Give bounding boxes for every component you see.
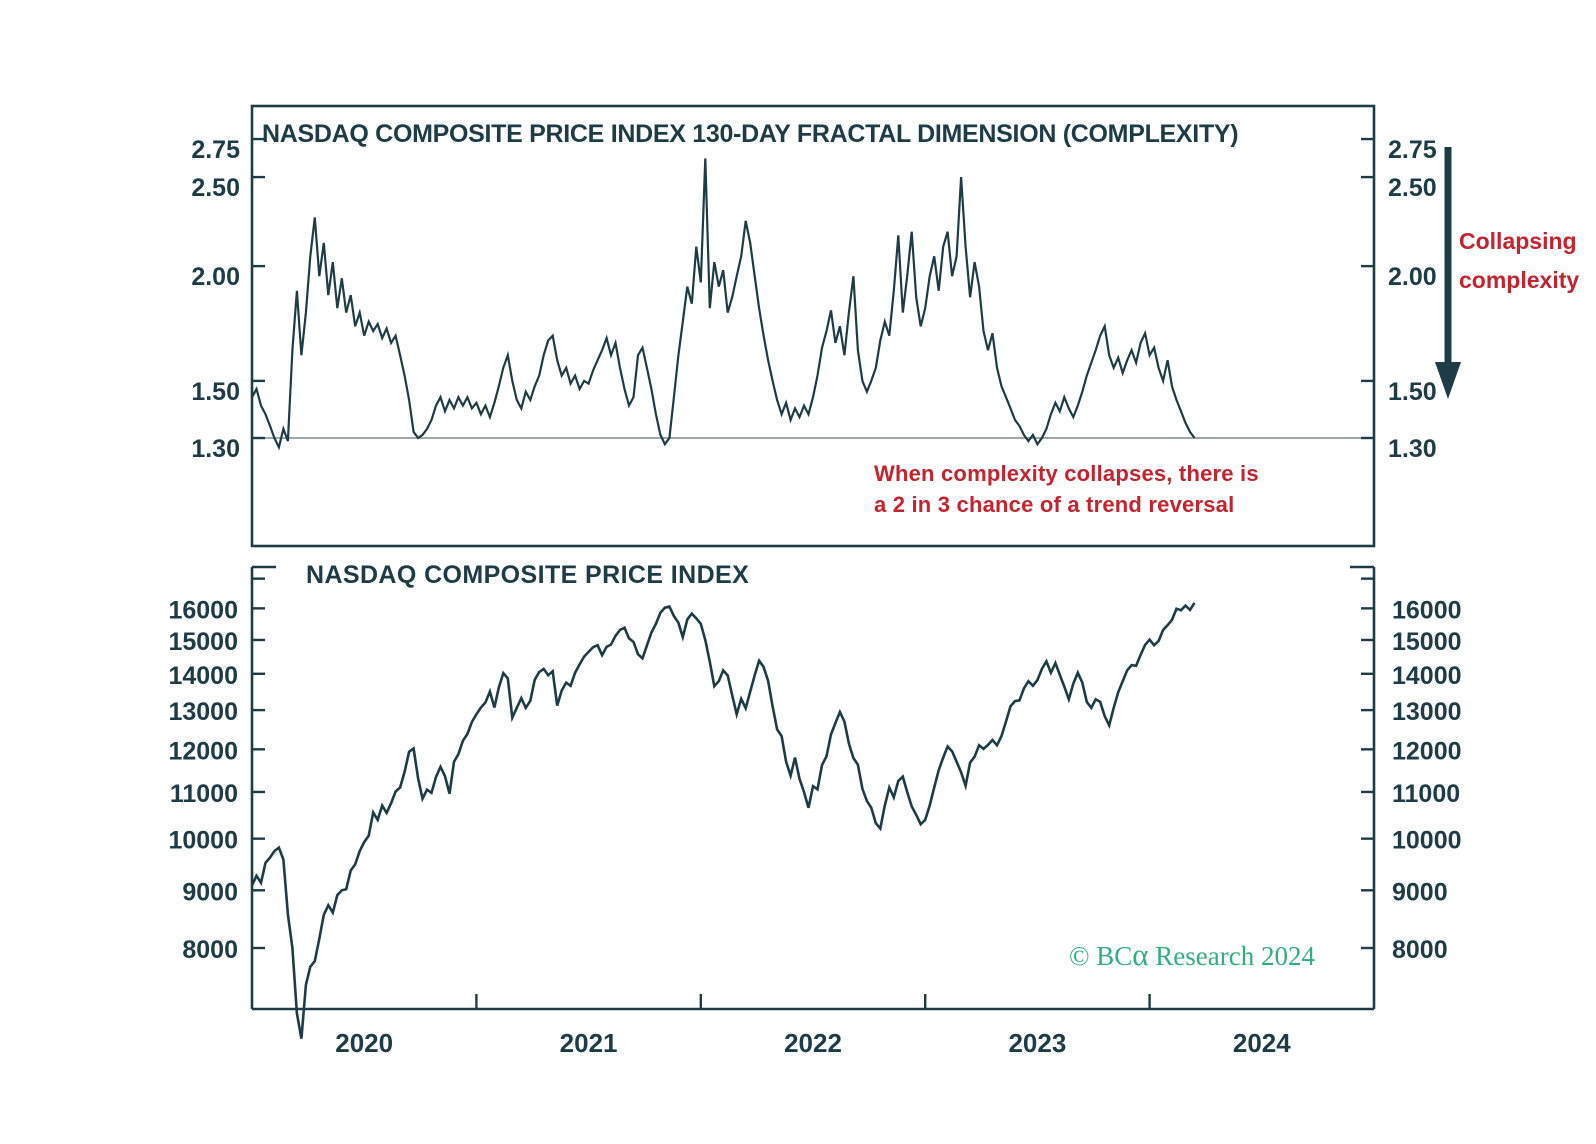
price-series-line <box>250 602 1196 1039</box>
top-chart-title: NASDAQ COMPOSITE PRICE INDEX 130-DAY FRA… <box>262 120 1239 148</box>
down-arrow-icon <box>1435 362 1461 399</box>
top-right-tick-label: 2.50 <box>1388 174 1437 202</box>
top-left-tick-label: 2.00 <box>191 263 240 291</box>
year-label: 2020 <box>335 1028 393 1058</box>
bottom-left-tick-label: 8000 <box>182 936 238 964</box>
top-right-tick-label: 2.00 <box>1388 263 1437 291</box>
credit-suffix: Research 2024 <box>1148 941 1315 971</box>
bottom-right-tick-label: 13000 <box>1392 698 1462 726</box>
bottom-left-tick-label: 10000 <box>168 827 238 855</box>
bottom-left-tick-label: 16000 <box>168 596 238 624</box>
bottom-right-tick-label: 16000 <box>1392 596 1462 624</box>
credit-prefix: © BC <box>1069 941 1133 971</box>
year-label: 2022 <box>784 1028 842 1058</box>
year-label: 2023 <box>1008 1028 1066 1058</box>
top-chart-frame <box>250 104 1376 548</box>
trend-reversal-note: When complexity collapses, there is a 2 … <box>874 458 1259 520</box>
complexity-series-line <box>251 158 1196 451</box>
bottom-right-tick-label: 8000 <box>1392 936 1448 964</box>
collapsing-complexity-annotation: Collapsing complexity <box>1459 222 1579 300</box>
top-left-tick-label: 2.50 <box>191 174 240 202</box>
bottom-left-tick-label: 9000 <box>182 878 238 906</box>
collapsing-complexity-line1: Collapsing <box>1459 228 1577 254</box>
top-right-tick-label: 2.75 <box>1388 136 1437 164</box>
bottom-right-tick-label: 15000 <box>1392 628 1462 656</box>
bottom-right-tick-label: 14000 <box>1392 662 1462 690</box>
bottom-chart-title: NASDAQ COMPOSITE PRICE INDEX <box>306 561 750 589</box>
credit-alpha-glyph: α <box>1132 937 1149 972</box>
top-left-tick-label: 1.50 <box>191 378 240 406</box>
bottom-right-tick-label: 11000 <box>1392 780 1460 808</box>
bottom-right-tick-label: 12000 <box>1392 737 1462 765</box>
trend-reversal-note-line1: When complexity collapses, there is <box>874 461 1259 486</box>
top-left-tick-label: 1.30 <box>191 435 240 463</box>
bottom-left-tick-label: 12000 <box>168 737 238 765</box>
bca-research-credit: © BCα Research 2024 <box>1069 939 1315 972</box>
bottom-left-tick-label: 14000 <box>168 662 238 690</box>
year-label: 2024 <box>1233 1028 1291 1058</box>
trend-reversal-note-line2: a 2 in 3 chance of a trend reversal <box>874 492 1235 517</box>
bottom-right-tick-label: 10000 <box>1392 827 1462 855</box>
top-right-tick-label: 1.50 <box>1388 378 1437 406</box>
collapsing-complexity-line2: complexity <box>1459 267 1580 293</box>
top-left-tick-label: 2.75 <box>191 136 240 164</box>
bottom-left-tick-label: 15000 <box>168 628 238 656</box>
bottom-left-tick-label: 13000 <box>168 698 238 726</box>
bottom-left-tick-label: 11000 <box>170 780 238 808</box>
top-right-tick-label: 1.30 <box>1388 435 1437 463</box>
year-label: 2021 <box>560 1028 618 1058</box>
bottom-right-tick-label: 9000 <box>1392 878 1448 906</box>
